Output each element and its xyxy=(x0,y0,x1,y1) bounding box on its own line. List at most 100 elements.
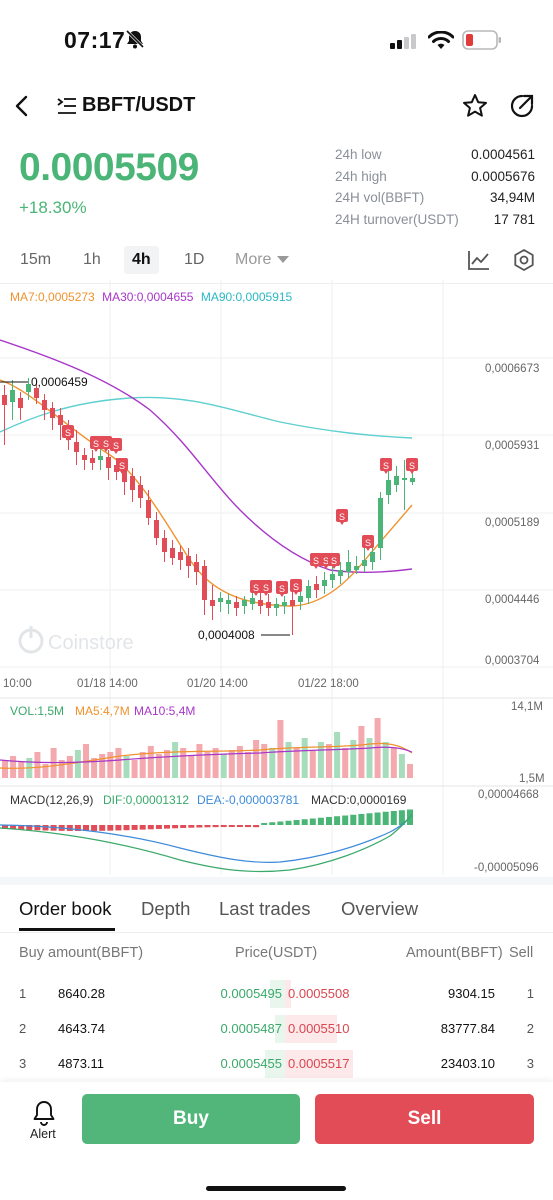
ask-price: 0.0005508 xyxy=(288,986,350,1001)
volume-bar xyxy=(382,742,389,778)
signal-marker-tip xyxy=(254,593,258,596)
chevron-down-icon xyxy=(277,256,290,264)
stat-label: 24H turnover(USDT) xyxy=(335,211,459,227)
macd-bar xyxy=(277,821,284,825)
high-annotation: 0,0006459 xyxy=(0,375,88,389)
volume-bar xyxy=(236,746,243,778)
buy-button[interactable]: Buy xyxy=(82,1094,300,1144)
stat-row: 24H vol(BBFT) 34,94M xyxy=(335,190,535,212)
sell-button[interactable]: Sell xyxy=(315,1094,534,1144)
interval-15m[interactable]: 15m xyxy=(20,251,52,268)
macd-bar xyxy=(220,825,227,828)
candle-body xyxy=(322,580,327,586)
signal-marker-tip xyxy=(94,449,98,452)
candle-body xyxy=(170,548,175,558)
bid-depth-bar xyxy=(265,1050,285,1078)
price-block: 0.0005509 +18.30% xyxy=(19,146,199,218)
macd-bars xyxy=(2,809,413,831)
signal-marker-letter: S xyxy=(323,556,329,566)
signal-marker-tip xyxy=(340,522,344,525)
signal-marker xyxy=(380,458,392,471)
divider xyxy=(0,283,553,284)
chart-grid xyxy=(0,280,553,875)
col-buy-amount: Buy amount(BBFT) xyxy=(19,945,144,961)
candle-body xyxy=(202,566,207,600)
stat-value: 0.0005676 xyxy=(471,168,535,184)
volume-bar xyxy=(107,752,114,778)
col-amount: Amount(BBFT) xyxy=(406,945,503,961)
row-index: 2 xyxy=(19,1021,27,1036)
macd-bar xyxy=(366,813,373,825)
orderbook-row[interactable]: 1 8640.28 0.0005495 0.0005508 9304.15 1 xyxy=(0,980,553,1008)
signal-marker-letter: S xyxy=(339,512,345,522)
candle-body xyxy=(34,388,39,398)
dif-line xyxy=(0,813,413,863)
signal-marker xyxy=(310,553,322,566)
settings-icon[interactable] xyxy=(512,248,536,272)
last-price: 0.0005509 xyxy=(19,146,199,189)
favorite-star-icon[interactable] xyxy=(461,92,489,120)
orderbook-row[interactable]: 2 4643.74 0.0005487 0.0005510 83777.84 2 xyxy=(0,1015,553,1043)
candle-body xyxy=(18,398,23,408)
pair-title[interactable]: BBFT/USDT xyxy=(82,94,196,116)
candle-body xyxy=(274,604,279,608)
volume-bar xyxy=(261,744,268,778)
price-axis-label: 0,0006673 xyxy=(485,363,539,375)
volume-bar xyxy=(196,744,203,778)
ask-depth-bar xyxy=(285,980,291,1008)
volume-bar xyxy=(366,738,373,778)
interval-1d[interactable]: 1D xyxy=(184,251,205,268)
macd-bar xyxy=(115,825,122,831)
candle-body xyxy=(210,600,215,606)
sell-amount: 23403.10 xyxy=(440,1056,495,1071)
back-arrow-icon[interactable] xyxy=(10,93,36,119)
tab-order-book[interactable]: Order book xyxy=(19,898,112,919)
macd-bar xyxy=(350,814,357,825)
bid-depth-bar xyxy=(270,980,285,1008)
macd-bar xyxy=(196,825,203,828)
line-chart-icon[interactable] xyxy=(467,249,491,271)
macd-bar xyxy=(91,825,98,831)
interval-more[interactable]: More xyxy=(235,246,290,274)
orderbook-row[interactable]: 3 4873.11 0.0005455 0.0005517 23403.10 3 xyxy=(0,1050,553,1078)
pair-list-icon[interactable] xyxy=(57,97,77,115)
tab-depth[interactable]: Depth xyxy=(141,898,191,919)
tab-last-trades[interactable]: Last trades xyxy=(219,898,311,919)
macd-bar xyxy=(74,825,81,831)
volume-bar xyxy=(18,762,25,778)
interval-4h[interactable]: 4h xyxy=(124,246,159,274)
row-index: 1 xyxy=(19,986,27,1001)
vol-ma5-line xyxy=(0,742,413,769)
bid-depth-bar xyxy=(275,1015,285,1043)
macd-bar xyxy=(253,825,260,828)
candle-body xyxy=(386,480,391,495)
alert-label[interactable]: Alert xyxy=(30,1127,56,1141)
alert-bell-icon[interactable] xyxy=(32,1100,56,1126)
macd-bar xyxy=(180,825,187,828)
price-axis-label: 0,0005189 xyxy=(485,517,539,529)
candle-body xyxy=(162,538,167,552)
status-bar: 07:17 xyxy=(0,0,553,80)
macd-bar xyxy=(26,825,33,830)
tab-overview[interactable]: Overview xyxy=(341,898,419,919)
candle-body xyxy=(42,400,47,410)
volume-bar xyxy=(220,754,227,778)
interval-1h[interactable]: 1h xyxy=(83,251,101,268)
volume-bar xyxy=(172,742,179,778)
macd-bar xyxy=(34,825,41,831)
signal-marker-tip xyxy=(66,438,70,441)
signal-marker xyxy=(260,580,272,593)
candle-body xyxy=(330,574,335,580)
volume-bar xyxy=(123,756,130,778)
low-annotation-text: 0,0004008 xyxy=(198,628,255,642)
share-icon[interactable] xyxy=(508,92,536,120)
macd-axis-min: -0,00005096 xyxy=(474,862,539,874)
macd-bar xyxy=(172,825,179,829)
status-time: 07:17 xyxy=(64,27,126,53)
candle-body xyxy=(378,498,383,548)
divider xyxy=(0,932,553,933)
ma30-legend: MA30:0,0004655 xyxy=(102,290,194,304)
vol-axis-min: 1,5M xyxy=(519,773,545,785)
